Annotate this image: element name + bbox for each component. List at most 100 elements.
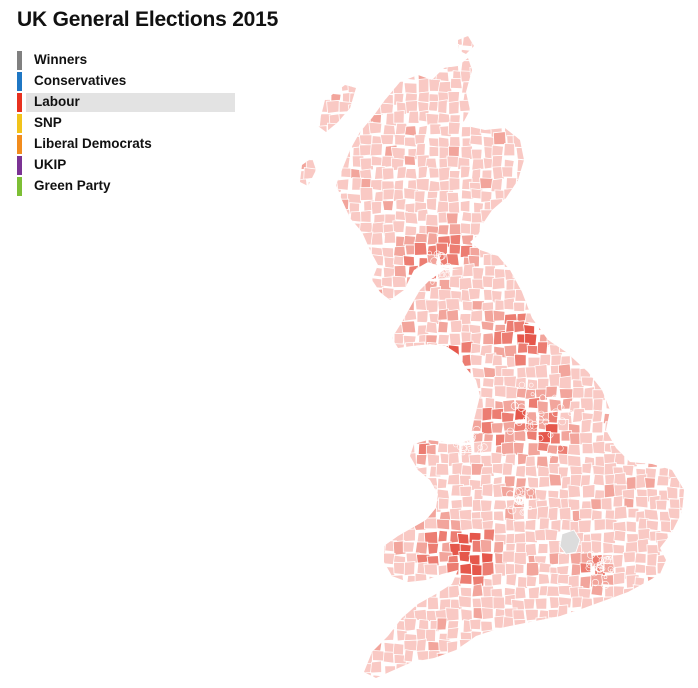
constituency[interactable] — [656, 213, 669, 226]
constituency[interactable] — [625, 649, 638, 664]
constituency[interactable] — [317, 332, 330, 344]
constituency[interactable] — [297, 401, 310, 413]
constituency[interactable] — [359, 442, 373, 457]
constituency[interactable] — [636, 231, 650, 246]
urban-constituency[interactable] — [506, 490, 515, 499]
constituency[interactable] — [325, 626, 339, 641]
constituency[interactable] — [304, 59, 316, 72]
constituency[interactable] — [655, 641, 667, 655]
constituency[interactable] — [458, 379, 473, 391]
urban-constituency[interactable] — [467, 436, 472, 441]
legend-item-ukip[interactable]: UKIP — [17, 156, 235, 175]
urban-constituency[interactable] — [556, 444, 564, 452]
constituency[interactable] — [526, 135, 540, 147]
constituency[interactable] — [315, 388, 329, 402]
constituency[interactable] — [690, 522, 698, 532]
constituency[interactable] — [471, 564, 483, 576]
constituency[interactable] — [690, 169, 698, 180]
constituency[interactable] — [391, 574, 405, 587]
constituency[interactable] — [458, 367, 472, 381]
constituency[interactable] — [462, 111, 473, 123]
constituency[interactable] — [593, 144, 607, 157]
constituency[interactable] — [447, 43, 460, 58]
constituency[interactable] — [438, 166, 451, 182]
constituency[interactable] — [622, 587, 635, 600]
constituency[interactable] — [601, 277, 614, 291]
constituency[interactable] — [338, 587, 352, 601]
constituency[interactable] — [284, 13, 297, 25]
constituency[interactable] — [654, 366, 670, 382]
constituency[interactable] — [446, 562, 460, 576]
constituency[interactable] — [692, 191, 698, 203]
constituency[interactable] — [602, 167, 614, 179]
constituency[interactable] — [348, 59, 361, 71]
constituency[interactable] — [324, 587, 340, 601]
constituency[interactable] — [379, 102, 394, 114]
constituency[interactable] — [483, 528, 496, 543]
constituency[interactable] — [689, 224, 698, 236]
constituency[interactable] — [581, 101, 593, 115]
constituency[interactable] — [593, 57, 605, 69]
urban-constituency[interactable] — [432, 265, 439, 271]
constituency[interactable] — [303, 113, 319, 127]
constituency[interactable] — [534, 597, 548, 610]
constituency[interactable] — [677, 48, 690, 61]
constituency[interactable] — [313, 507, 328, 521]
urban-constituency[interactable] — [528, 495, 533, 500]
constituency[interactable] — [395, 452, 407, 465]
constituency[interactable] — [294, 531, 309, 543]
constituency[interactable] — [512, 265, 527, 280]
constituency[interactable] — [479, 642, 494, 655]
constituency[interactable] — [307, 604, 322, 619]
constituency[interactable] — [648, 409, 660, 423]
constituency[interactable] — [567, 454, 582, 468]
constituency[interactable] — [282, 650, 294, 663]
constituency[interactable] — [284, 674, 296, 685]
constituency[interactable] — [329, 399, 343, 413]
constituency[interactable] — [568, 653, 581, 667]
constituency[interactable] — [392, 298, 405, 312]
constituency[interactable] — [327, 542, 339, 555]
constituency[interactable] — [548, 473, 562, 487]
constituency[interactable] — [544, 528, 559, 542]
constituency[interactable] — [341, 308, 354, 323]
constituency[interactable] — [524, 176, 537, 191]
constituency[interactable] — [369, 143, 383, 157]
constituency[interactable] — [423, 485, 437, 499]
constituency[interactable] — [615, 312, 629, 326]
constituency[interactable] — [548, 372, 561, 388]
urban-constituency[interactable] — [558, 417, 567, 426]
constituency[interactable] — [340, 521, 354, 535]
constituency[interactable] — [286, 324, 297, 336]
urban-constituency[interactable] — [547, 432, 554, 438]
constituency[interactable] — [616, 253, 629, 267]
constituency[interactable] — [425, 197, 438, 211]
constituency[interactable] — [327, 311, 339, 324]
constituency[interactable] — [285, 90, 297, 101]
constituency[interactable] — [436, 200, 451, 214]
constituency[interactable] — [413, 44, 427, 57]
constituency[interactable] — [601, 23, 613, 35]
constituency[interactable] — [678, 608, 691, 620]
urban-constituency[interactable] — [592, 565, 598, 571]
constituency[interactable] — [349, 211, 363, 223]
constituency[interactable] — [681, 598, 694, 611]
constituency[interactable] — [352, 24, 364, 35]
constituency[interactable] — [571, 640, 582, 653]
legend-item-snp[interactable]: SNP — [17, 114, 235, 133]
constituency[interactable] — [694, 12, 698, 24]
urban-constituency[interactable] — [529, 421, 539, 430]
constituency[interactable] — [634, 342, 648, 356]
constituency[interactable] — [294, 134, 308, 149]
constituency[interactable] — [602, 650, 616, 663]
constituency[interactable] — [581, 650, 595, 665]
constituency[interactable] — [318, 69, 331, 84]
constituency[interactable] — [694, 325, 698, 335]
constituency[interactable] — [285, 413, 297, 423]
constituency[interactable] — [549, 213, 564, 226]
constituency[interactable] — [360, 476, 375, 492]
constituency[interactable] — [437, 80, 453, 94]
constituency[interactable] — [283, 179, 296, 190]
constituency[interactable] — [481, 80, 496, 94]
constituency[interactable] — [625, 399, 639, 415]
